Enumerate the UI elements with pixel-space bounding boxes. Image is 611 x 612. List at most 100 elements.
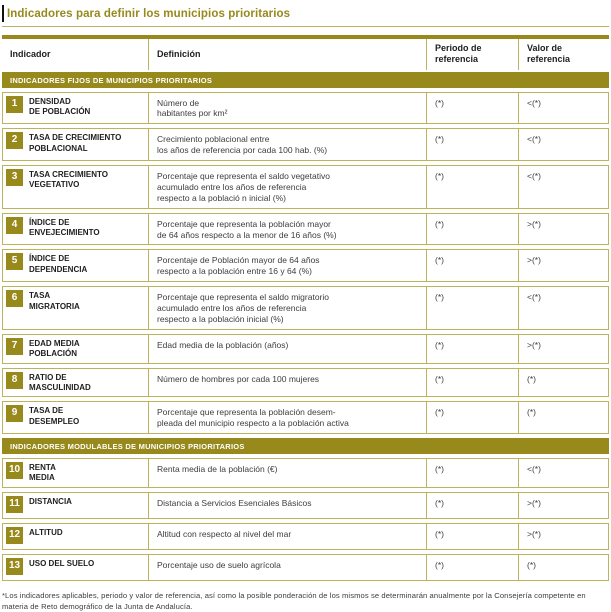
row-number-badge: 11: [6, 495, 23, 513]
row-number-badge: 12: [6, 526, 23, 544]
table-body: INDICADORES FIJOS DE MUNICIPIOS PRIORITA…: [2, 71, 609, 581]
section-header: INDICADORES FIJOS DE MUNICIPIOS PRIORITA…: [2, 71, 609, 88]
table-row: 7 EDAD MEDIA POBLACIÓN Edad media de la …: [2, 333, 609, 364]
period-value: (*): [426, 459, 518, 487]
indicator-definition: Distancia a Servicios Esenciales Básicos: [148, 492, 426, 518]
period-value: (*): [426, 129, 518, 160]
reference-value: >(*): [518, 250, 608, 282]
indicator-definition: Porcentaje de Población mayor de 64 años…: [148, 250, 426, 282]
title-underline: [2, 26, 609, 27]
row-number-badge: 1: [6, 95, 23, 113]
indicator-name: TASA CRECIMIENTO VEGETATIVO: [29, 170, 108, 190]
indicator-definition: Porcentaje que representa el saldo migra…: [148, 287, 426, 329]
reference-value: <(*): [518, 92, 608, 124]
row-number-badge: 5: [6, 253, 23, 271]
row-number-badge: 3: [6, 169, 23, 186]
indicator-cell: 11 DISTANCIA: [3, 493, 148, 518]
row-number-badge: 4: [6, 216, 23, 234]
column-header-indicador: Indicador: [10, 48, 51, 59]
period-value: (*): [426, 287, 518, 329]
period-value: (*): [426, 166, 518, 208]
period-value: (*): [426, 213, 518, 245]
reference-value: >(*): [518, 213, 608, 245]
indicator-definition: Altitud con respecto al nivel del mar: [148, 523, 426, 549]
indicator-name: ÍNDICE DE ENVEJECIMIENTO: [29, 217, 100, 238]
indicator-name: ÍNDICE DE DEPENDENCIA: [29, 254, 88, 274]
table-row: 9 TASA DE DESEMPLEO Porcentaje que repre…: [2, 401, 609, 435]
table-row: 4 ÍNDICE DE ENVEJECIMIENTO Porcentaje qu…: [2, 212, 609, 246]
period-value: (*): [426, 250, 518, 282]
period-value: (*): [426, 554, 518, 580]
column-header-periodo: Periodo de referencia: [426, 39, 518, 70]
title-row: Indicadores para definir los municipios …: [2, 4, 609, 23]
reference-value: >(*): [518, 523, 608, 549]
indicator-name: TASA MIGRATORIA: [29, 291, 80, 311]
indicator-name: TASA DE DESEMPLEO: [29, 406, 80, 426]
row-number-badge: 8: [6, 371, 23, 389]
indicator-cell: 1 DENSIDAD DE POBLACIÓN: [3, 93, 148, 124]
table-row: 10 RENTA MEDIA Renta media de la poblaci…: [2, 458, 609, 488]
indicator-cell: 10 RENTA MEDIA: [3, 459, 148, 487]
table-row: 3 TASA CRECIMIENTO VEGETATIVO Porcentaje…: [2, 165, 609, 209]
period-value: (*): [426, 523, 518, 549]
table-row: 11 DISTANCIA Distancia a Servicios Esenc…: [2, 491, 609, 519]
page-title: Indicadores para definir los municipios …: [7, 7, 291, 20]
indicator-name: TASA DE CRECIMIENTO POBLACIONAL: [29, 133, 122, 153]
reference-value: <(*): [518, 287, 608, 329]
indicator-definition: Número de hombres por cada 100 mujeres: [148, 368, 426, 397]
section-header: INDICADORES MODULABLES DE MUNICIPIOS PRI…: [2, 438, 609, 455]
indicator-name: EDAD MEDIA POBLACIÓN: [29, 338, 80, 359]
table-header-row: Indicador Definición Periodo de referenc…: [2, 39, 609, 70]
reference-value: <(*): [518, 166, 608, 208]
indicator-name: ALTITUD: [29, 527, 63, 537]
indicators-table: Indicador Definición Periodo de referenc…: [2, 35, 609, 581]
indicator-cell: 2 TASA DE CRECIMIENTO POBLACIONAL: [3, 129, 148, 160]
table-row: 2 TASA DE CRECIMIENTO POBLACIONAL Crecim…: [2, 128, 609, 161]
reference-value: <(*): [518, 129, 608, 160]
table-row: 6 TASA MIGRATORIA Porcentaje que represe…: [2, 286, 609, 330]
period-value: (*): [426, 92, 518, 124]
indicator-cell: 8 RATIO DE MASCULINIDAD: [3, 369, 148, 397]
table-row: 12 ALTITUD Altitud con respecto al nivel…: [2, 522, 609, 550]
period-value: (*): [426, 334, 518, 363]
indicator-cell: 9 TASA DE DESEMPLEO: [3, 402, 148, 433]
indicator-definition: Número de habitantes por km²: [148, 92, 426, 124]
row-number-badge: 9: [6, 405, 23, 423]
indicator-definition: Porcentaje que representa el saldo veget…: [148, 166, 426, 208]
indicator-cell: 7 EDAD MEDIA POBLACIÓN: [3, 335, 148, 363]
table-row: 13 USO DEL SUELO Porcentaje uso de suelo…: [2, 553, 609, 581]
column-header-valor: Valor de referencia: [518, 39, 609, 70]
indicator-name: RATIO DE MASCULINIDAD: [29, 372, 91, 392]
indicator-name: DISTANCIA: [29, 496, 72, 506]
table-row: 8 RATIO DE MASCULINIDAD Número de hombre…: [2, 367, 609, 398]
row-number-badge: 2: [6, 132, 23, 150]
footnote: *Los indicadores aplicables, periodo y v…: [2, 590, 586, 611]
indicator-name: DENSIDAD DE POBLACIÓN: [29, 96, 91, 116]
indicator-definition: Porcentaje que representa la población m…: [148, 213, 426, 245]
indicator-name: USO DEL SUELO: [29, 558, 95, 568]
indicator-definition: Renta media de la población (€): [148, 459, 426, 487]
table-row: 5 ÍNDICE DE DEPENDENCIA Porcentaje de Po…: [2, 249, 609, 283]
period-value: (*): [426, 402, 518, 434]
indicator-definition: Porcentaje que representa la población d…: [148, 402, 426, 434]
indicator-definition: Porcentaje uso de suelo agrícola: [148, 554, 426, 580]
reference-value: (*): [518, 554, 608, 580]
indicator-cell: 13 USO DEL SUELO: [3, 555, 148, 580]
row-number-badge: 13: [6, 557, 23, 575]
table-top-bar: [2, 35, 609, 39]
indicator-cell: 5 ÍNDICE DE DEPENDENCIA: [3, 250, 148, 281]
row-number-badge: 6: [6, 290, 23, 308]
indicator-cell: 3 TASA CRECIMIENTO VEGETATIVO: [3, 166, 148, 208]
reference-value: <(*): [518, 459, 608, 487]
indicator-definition: Edad media de la población (años): [148, 334, 426, 363]
row-number-badge: 7: [6, 337, 23, 355]
indicator-cell: 6 TASA MIGRATORIA: [3, 287, 148, 329]
period-value: (*): [426, 492, 518, 518]
reference-value: (*): [518, 368, 608, 397]
indicator-cell: 12 ALTITUD: [3, 524, 148, 549]
row-number-badge: 10: [6, 462, 23, 480]
reference-value: (*): [518, 402, 608, 434]
period-value: (*): [426, 368, 518, 397]
reference-value: >(*): [518, 334, 608, 363]
